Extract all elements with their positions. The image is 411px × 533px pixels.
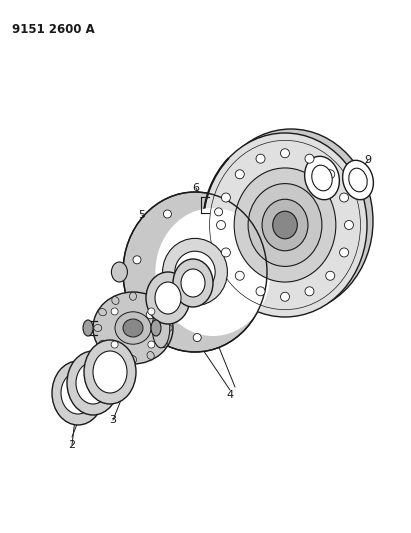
Ellipse shape — [111, 308, 118, 315]
Ellipse shape — [155, 282, 181, 314]
Ellipse shape — [111, 262, 127, 282]
Ellipse shape — [203, 133, 367, 317]
Ellipse shape — [148, 308, 155, 315]
Ellipse shape — [234, 168, 336, 282]
Ellipse shape — [305, 156, 339, 200]
Ellipse shape — [175, 251, 215, 293]
Ellipse shape — [76, 362, 110, 404]
Ellipse shape — [123, 192, 267, 352]
Ellipse shape — [339, 193, 349, 202]
Ellipse shape — [181, 269, 205, 297]
Ellipse shape — [159, 340, 167, 348]
Ellipse shape — [129, 292, 136, 300]
Ellipse shape — [173, 259, 213, 307]
Ellipse shape — [339, 248, 349, 257]
Ellipse shape — [235, 271, 244, 280]
Ellipse shape — [155, 208, 270, 336]
Text: 9151 2600 A: 9151 2600 A — [12, 23, 95, 36]
Ellipse shape — [215, 208, 223, 216]
Ellipse shape — [326, 271, 335, 280]
Ellipse shape — [305, 154, 314, 163]
Ellipse shape — [93, 292, 173, 364]
Ellipse shape — [99, 340, 106, 348]
Ellipse shape — [163, 238, 227, 305]
Text: 5: 5 — [139, 210, 145, 220]
Ellipse shape — [52, 361, 104, 425]
Ellipse shape — [235, 169, 244, 179]
Ellipse shape — [312, 165, 332, 191]
Ellipse shape — [111, 341, 118, 348]
Text: 4: 4 — [226, 390, 233, 400]
Ellipse shape — [61, 372, 95, 414]
Ellipse shape — [83, 320, 93, 336]
Text: 3: 3 — [109, 415, 116, 425]
Ellipse shape — [93, 351, 127, 393]
Ellipse shape — [152, 308, 170, 348]
Ellipse shape — [159, 309, 167, 316]
Ellipse shape — [151, 320, 161, 336]
Ellipse shape — [112, 352, 119, 359]
Ellipse shape — [129, 356, 136, 364]
Ellipse shape — [262, 199, 308, 251]
Ellipse shape — [99, 309, 106, 316]
Ellipse shape — [248, 183, 322, 266]
Text: 6: 6 — [192, 183, 199, 193]
Ellipse shape — [222, 248, 231, 257]
Ellipse shape — [148, 341, 155, 348]
Ellipse shape — [256, 287, 265, 296]
Ellipse shape — [343, 160, 373, 200]
Ellipse shape — [349, 168, 367, 192]
Ellipse shape — [94, 325, 102, 332]
Ellipse shape — [115, 312, 151, 344]
Text: 2: 2 — [69, 440, 76, 450]
Polygon shape — [154, 320, 167, 336]
Ellipse shape — [112, 297, 119, 304]
Ellipse shape — [273, 211, 297, 239]
Ellipse shape — [67, 351, 119, 415]
Text: 7: 7 — [268, 143, 275, 153]
Text: 8: 8 — [314, 143, 321, 153]
Ellipse shape — [146, 272, 190, 324]
Ellipse shape — [209, 129, 373, 313]
Ellipse shape — [344, 221, 353, 230]
Ellipse shape — [133, 256, 141, 264]
Ellipse shape — [326, 169, 335, 179]
Ellipse shape — [305, 287, 314, 296]
Ellipse shape — [147, 297, 154, 304]
Ellipse shape — [280, 292, 289, 301]
Ellipse shape — [217, 221, 226, 230]
Text: 9: 9 — [365, 155, 372, 165]
Ellipse shape — [123, 319, 143, 337]
Ellipse shape — [222, 193, 231, 202]
Ellipse shape — [280, 149, 289, 158]
Ellipse shape — [147, 352, 154, 359]
Ellipse shape — [84, 340, 136, 404]
Ellipse shape — [193, 334, 201, 342]
Ellipse shape — [146, 311, 154, 319]
Ellipse shape — [164, 325, 172, 332]
Ellipse shape — [164, 210, 171, 218]
Ellipse shape — [256, 154, 265, 163]
